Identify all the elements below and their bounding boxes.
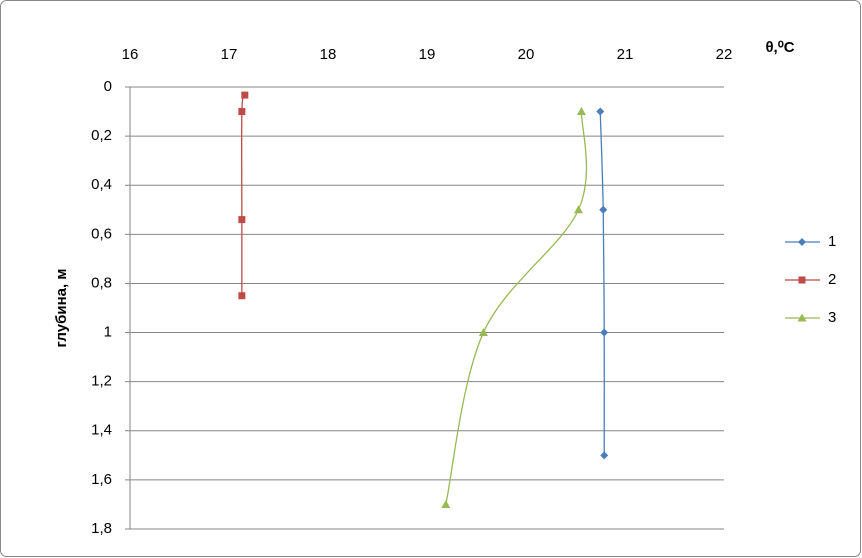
marker — [599, 205, 608, 214]
y-tick-label: 1,2 — [91, 373, 112, 390]
y-tick-label: 0,2 — [91, 127, 112, 144]
x-tick-label: 19 — [419, 46, 436, 63]
y-tick-label: 1 — [104, 324, 112, 341]
legend-label: 3 — [828, 309, 836, 326]
marker — [600, 451, 609, 460]
y-tick-label: 1,8 — [91, 520, 112, 537]
legend-marker — [797, 313, 807, 322]
x-tick-label: 22 — [716, 46, 733, 63]
y-tick-label: 0,4 — [91, 176, 112, 193]
legend-marker — [798, 276, 806, 284]
x-axis-label: θ,⁰C — [765, 39, 794, 56]
y-axis-label: глубина, м — [53, 269, 70, 348]
x-tick-label: 17 — [221, 46, 238, 63]
marker — [238, 108, 246, 116]
marker — [573, 205, 583, 214]
marker — [596, 107, 605, 116]
x-tick-label: 21 — [617, 46, 634, 63]
marker — [441, 499, 451, 508]
x-tick-label: 18 — [320, 46, 337, 63]
marker — [576, 107, 586, 116]
y-tick-label: 0,8 — [91, 274, 112, 291]
legend-marker — [798, 238, 806, 246]
series-line — [445, 111, 588, 505]
marker — [241, 91, 249, 99]
y-tick-label: 1,4 — [91, 422, 112, 439]
marker — [238, 292, 246, 300]
series-line — [599, 111, 605, 456]
legend-label: 1 — [828, 233, 836, 250]
marker — [600, 328, 609, 337]
x-tick-label: 20 — [518, 46, 535, 63]
y-tick-label: 0 — [104, 78, 112, 95]
y-tick-label: 1,6 — [91, 471, 112, 488]
marker — [238, 216, 246, 224]
legend-label: 2 — [828, 271, 836, 288]
marker — [478, 328, 488, 337]
x-tick-label: 16 — [122, 46, 139, 63]
y-tick-label: 0,6 — [91, 225, 112, 242]
